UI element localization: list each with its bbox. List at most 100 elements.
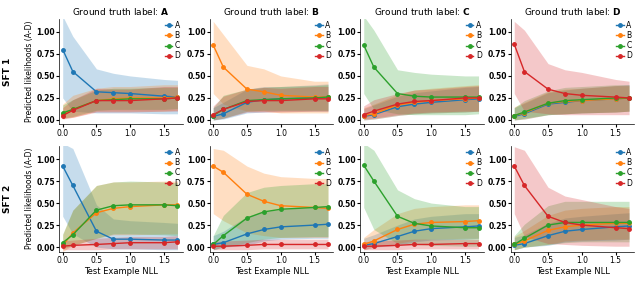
D [160,241,168,244]
A [625,96,633,100]
D [310,243,318,246]
D [394,244,401,247]
A [109,237,117,241]
Line: B: B [362,96,480,117]
D [69,109,77,112]
A [612,225,620,228]
B [220,171,227,174]
D [360,113,367,116]
A [370,242,378,245]
D [428,99,435,102]
D [544,87,552,91]
A [394,105,401,109]
D [160,97,168,100]
X-axis label: Test Example NLL: Test Example NLL [84,267,158,276]
D [173,96,181,100]
A [220,241,227,244]
A [69,184,77,187]
B [93,211,100,214]
A [612,97,620,100]
B [173,95,181,99]
B [59,244,67,247]
B [428,99,435,102]
D [93,243,100,246]
A [59,48,67,51]
B [209,43,217,47]
C [612,221,620,224]
A [69,70,77,73]
D [173,240,181,244]
C [475,95,483,99]
A [360,115,367,118]
B [69,108,77,111]
D [109,99,117,102]
A [173,95,181,99]
Line: B: B [61,95,179,116]
B [93,99,100,102]
B [173,203,181,206]
Line: B: B [362,219,480,246]
C [209,243,217,246]
D [220,108,227,111]
Line: B: B [211,164,330,210]
C [520,237,528,240]
A [310,96,318,100]
A [209,115,217,118]
B [160,96,168,100]
A [277,225,285,228]
A [578,228,586,231]
B [612,222,620,225]
A [428,101,435,104]
C [277,97,285,100]
C [475,226,483,230]
C [561,99,569,102]
C [520,110,528,114]
D [511,164,518,168]
Legend: A, B, C, D: A, B, C, D [616,20,633,61]
A [260,98,268,102]
D [461,96,469,100]
Line: B: B [61,203,179,247]
C [173,96,181,100]
C [324,95,332,99]
D [243,100,251,103]
C [428,224,435,228]
C [370,179,378,183]
Legend: A, B, C, D: A, B, C, D [465,20,483,61]
B [324,95,332,99]
Line: D: D [211,243,330,248]
D [561,221,569,224]
D [544,215,552,218]
C [277,208,285,211]
D [260,243,268,246]
A [160,238,168,242]
D [561,92,569,95]
Line: B: B [513,96,631,117]
C [324,205,332,208]
B [544,229,552,232]
C [243,216,251,220]
Line: C: C [362,164,480,230]
B [410,101,418,104]
B [370,112,378,116]
D [243,244,251,247]
B [625,96,633,100]
C [209,114,217,117]
B [612,97,620,100]
B [277,94,285,97]
C [578,221,586,224]
D [277,243,285,246]
B [475,219,483,222]
Line: C: C [513,96,631,117]
C [69,233,77,237]
A [93,230,100,233]
D [511,43,518,46]
A [520,112,528,116]
D [209,113,217,116]
A [260,228,268,231]
Text: SFT 1: SFT 1 [3,58,12,86]
B [360,114,367,117]
Line: B: B [513,222,631,246]
C [625,221,633,224]
B [394,103,401,107]
